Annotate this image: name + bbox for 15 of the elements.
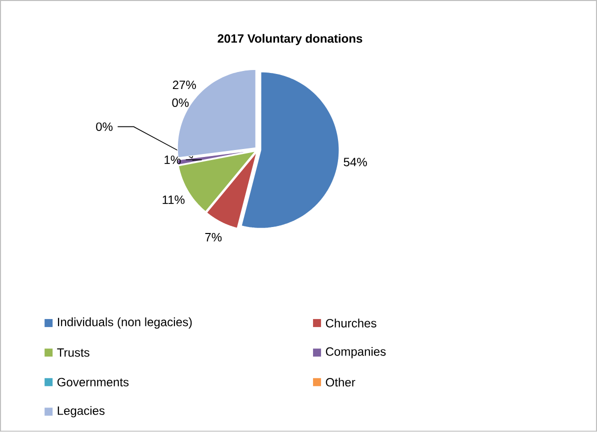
legend-label: Legacies — [58, 406, 105, 418]
data-label: 7% — [205, 233, 222, 242]
legend-label: Companies — [326, 347, 386, 358]
text: 0% — [172, 98, 189, 108]
data-label: 54% — [344, 158, 367, 166]
data-label: 11% — [162, 196, 185, 204]
text: 0% — [96, 122, 113, 132]
legend-label: Churches — [326, 318, 376, 328]
data-label: 27% — [172, 80, 196, 90]
legend-label: Governments — [57, 378, 129, 387]
chart-title: 2017 Voluntary donations — [218, 34, 362, 46]
legend-label: Other — [326, 378, 356, 387]
legend-label: Trusts — [57, 348, 90, 357]
data-label: 1% — [164, 156, 181, 164]
legend-label: Individuals (non legacies) — [58, 318, 192, 329]
